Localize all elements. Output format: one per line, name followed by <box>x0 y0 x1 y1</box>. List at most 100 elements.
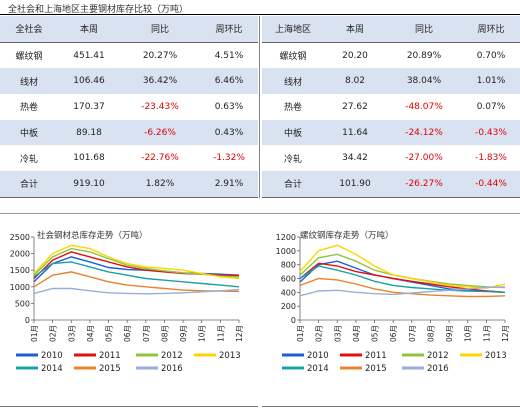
x-tick-label: 08月 <box>426 325 435 342</box>
table-row: 冷轧 101.68 -22.76% -1.32% <box>0 145 258 171</box>
legend-label: 2016 <box>427 364 449 374</box>
series-line-2016 <box>33 287 240 295</box>
table-header-cell: 全社会 <box>0 16 58 43</box>
table-cell: 106.46 <box>58 68 120 95</box>
table-cell: -26.27% <box>386 171 462 198</box>
y-tick-label: 2000 <box>10 250 30 259</box>
row-label: 冷轧 <box>283 154 302 165</box>
x-tick-label: 11月 <box>216 325 225 342</box>
row-label: 螺纹钢 <box>279 52 307 63</box>
table-header-cell: 同比 <box>120 16 200 43</box>
legend-label: 2011 <box>99 351 121 361</box>
table-cell: -48.07% <box>405 101 443 112</box>
series-line-2014 <box>299 265 506 293</box>
bottom-rule-right <box>262 406 520 407</box>
table-cell: 0.07% <box>476 101 506 112</box>
table-cell: 1.01% <box>462 68 520 95</box>
y-tick-label: 200 <box>281 302 296 311</box>
table-cell: 0.70% <box>476 50 506 61</box>
top-rule <box>0 14 520 15</box>
legend-label: 2014 <box>307 364 329 374</box>
table-row: 螺纹钢 20.20 20.89% 0.70% <box>262 42 520 68</box>
table-cell: 11.64 <box>324 119 386 146</box>
y-tick-label: 1200 <box>276 233 296 242</box>
row-label: 线材 <box>0 68 58 95</box>
table-cell: -1.32% <box>213 153 245 164</box>
table-cell: 38.04% <box>386 68 462 95</box>
rebar-inventory-chart: 0 200 400 600 800 1000 1200 01月 02月 03月 04月 05月 06月 0… <box>268 232 515 404</box>
table-cell: -6.26% <box>120 119 200 146</box>
table-cell: 34.42 <box>342 153 368 164</box>
y-tick-label: 1000 <box>276 247 296 256</box>
legend-label: 2013 <box>219 351 241 361</box>
series-line-2013 <box>33 244 240 280</box>
table-header-cell: 周环比 <box>462 16 520 43</box>
x-tick-label: 05月 <box>371 325 380 342</box>
x-tick-label: 03月 <box>67 325 76 342</box>
bottom-rule-left <box>0 406 258 407</box>
table-cell: 89.18 <box>58 119 120 146</box>
x-tick-label: 10月 <box>198 325 207 342</box>
row-label: 热卷 <box>283 103 302 114</box>
table-cell: 20.27% <box>142 50 178 61</box>
table-cell: 1.82% <box>120 171 200 198</box>
legend-label: 2014 <box>41 364 63 374</box>
table-header-cell: 同比 <box>386 16 462 43</box>
x-tick-label: 09月 <box>445 325 454 342</box>
table-cell: 4.51% <box>214 50 244 61</box>
y-tick-label: 800 <box>281 261 296 270</box>
x-tick-label: 02月 <box>315 325 324 342</box>
table-cell: 919.10 <box>58 171 120 198</box>
y-tick-label: 0 <box>291 316 296 325</box>
table-cell: -22.76% <box>141 153 179 164</box>
table-cell: 20.20 <box>342 50 368 61</box>
table-divider <box>259 16 260 198</box>
row-label: 螺纹钢 <box>15 52 43 63</box>
x-tick-label: 04月 <box>352 325 361 342</box>
table-row: 螺纹钢 451.41 20.27% 4.51% <box>0 42 258 68</box>
series-line-2015 <box>33 271 240 293</box>
x-tick-label: 01月 <box>296 325 305 342</box>
table-header-cell: 本周 <box>58 16 120 43</box>
legend-label: 2015 <box>365 364 387 374</box>
row-label: 合计 <box>0 171 58 198</box>
row-label: 线材 <box>262 68 324 95</box>
series-line-2016 <box>299 286 506 297</box>
table-header-cell: 本周 <box>324 16 386 43</box>
row-label: 热卷 <box>19 103 38 114</box>
x-tick-label: 12月 <box>235 325 244 342</box>
shanghai-inventory-table: 上海地区 本周 同比 周环比螺纹钢 20.20 20.89% 0.70% 线材 8.02 38.0… <box>262 16 520 198</box>
table-cell: 6.46% <box>200 68 258 95</box>
legend-label: 2015 <box>99 364 121 374</box>
series-line-2013 <box>299 244 506 289</box>
table-cell: -1.83% <box>475 153 507 164</box>
table-cell: -0.43% <box>462 119 520 146</box>
table-cell: 101.68 <box>73 153 105 164</box>
y-tick-label: 2500 <box>10 233 30 242</box>
table-cell: 101.90 <box>324 171 386 198</box>
series-line-2014 <box>33 261 240 288</box>
table-header-cell: 周环比 <box>200 16 258 43</box>
table-row: 热卷 170.37 -23.43% 0.63% <box>0 94 258 120</box>
table-row: 合计 919.10 1.82% 2.91% <box>0 171 258 198</box>
series-line-2010 <box>33 256 240 283</box>
table-row: 中板 89.18 -6.26% 0.43% <box>0 119 258 146</box>
total-inventory-svg: 0 500 1000 1500 2000 2500 01月 02月 03月 04月 05月 06月 07… <box>10 233 244 374</box>
table-cell: 2.91% <box>200 171 258 198</box>
x-tick-label: 06月 <box>389 325 398 342</box>
legend-label: 2010 <box>41 351 63 361</box>
table-cell: -0.44% <box>462 171 520 198</box>
row-label: 中板 <box>0 119 58 146</box>
summary-title: 全社会和上海地区主要钢材库存比较（万吨） <box>8 5 189 15</box>
legend-label: 2012 <box>427 351 449 361</box>
row-label: 合计 <box>262 171 324 198</box>
table-row: 线材 8.02 38.04% 1.01% <box>262 68 520 95</box>
chart2-title: 螺纹钢库存走势（万吨） <box>300 231 394 241</box>
table-row: 中板 11.64 -24.12% -0.43% <box>262 119 520 146</box>
table-header-cell: 上海地区 <box>262 16 324 43</box>
table-cell: 451.41 <box>73 50 105 61</box>
table-cell: 36.42% <box>120 68 200 95</box>
table-cell: 20.89% <box>406 50 442 61</box>
table-row: 热卷 27.62 -48.07% 0.07% <box>262 94 520 120</box>
series-line-2012 <box>299 253 506 289</box>
